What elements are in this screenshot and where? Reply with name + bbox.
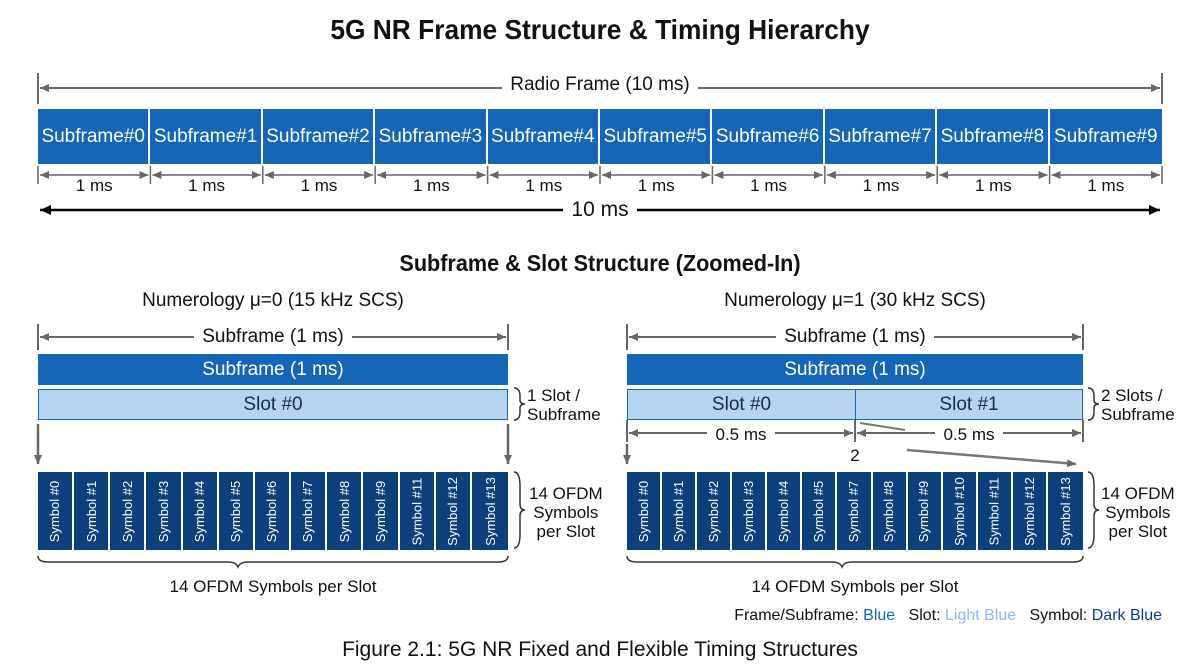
zoom-section-title: Subframe & Slot Structure (Zoomed-In)	[399, 250, 801, 276]
ofdm-symbol: Symbol #0	[38, 472, 75, 550]
ofdm-symbol: Symbol #10	[942, 472, 978, 550]
ofdm-symbol: Symbol #3	[732, 472, 768, 550]
color-legend: Frame/Subframe: Blue Slot: Light Blue Sy…	[734, 607, 1162, 624]
ofdm-symbol: Symbol #4	[182, 472, 219, 550]
legend-dark-blue: Dark Blue	[1091, 607, 1162, 624]
subframe-duration-label: 1 ms	[69, 176, 119, 195]
left-bottom-brace	[37, 555, 509, 570]
ofdm-symbol: Symbol #1	[74, 472, 111, 550]
ofdm-symbol: Symbol #4	[767, 472, 803, 550]
ofdm-symbol: Symbol #7	[837, 472, 873, 550]
left-slot-0: Slot #0	[38, 389, 508, 420]
ofdm-symbol: Symbol #0	[627, 472, 663, 550]
radio-frame-label: Radio Frame (10 ms)	[502, 74, 698, 95]
right-slot-brace	[1087, 387, 1100, 421]
left-numerology-title: Numerology μ=0 (15 kHz SCS)	[142, 290, 404, 311]
total-duration-label: 10 ms	[563, 198, 637, 221]
right-slot-0-duration: 0.5 ms	[707, 425, 775, 444]
subframe-cell: Subframe #6	[712, 109, 825, 164]
left-subframe-bar: Subframe (1 ms)	[38, 354, 508, 385]
legend-light-blue: Light Blue	[944, 607, 1017, 624]
left-subframe-span-label: Subframe (1 ms)	[194, 326, 352, 347]
right-subframe-bar: Subframe (1 ms)	[627, 354, 1083, 385]
subframe-cell: Subframe #0	[38, 109, 151, 164]
left-symbol-brace	[513, 471, 526, 549]
ofdm-symbol: Symbol #3	[146, 472, 183, 550]
subframe-duration-label: 1 ms	[744, 176, 793, 195]
right-slot-0: Slot #0	[627, 389, 856, 420]
subframe-cell: Subframe #4	[487, 109, 600, 164]
ofdm-symbol: Symbol #5	[218, 472, 255, 550]
right-slot-1: Slot #1	[855, 389, 1083, 420]
subframe-cell: Subframe #7	[824, 109, 938, 164]
subframe-duration-label: 1 ms	[406, 176, 456, 195]
right-slot-1-duration: 0.5 ms	[935, 425, 1003, 444]
left-slot-brace	[513, 387, 526, 421]
right-marker: 2	[850, 446, 860, 465]
ofdm-symbol: Symbol #12	[1012, 472, 1048, 550]
subframe-duration-label: 1 ms	[182, 176, 231, 195]
subframe-cell: Subframe #9	[1049, 109, 1162, 164]
subframe-duration-label: 1 ms	[968, 176, 1018, 195]
ofdm-symbol: Symbol #6	[254, 472, 292, 550]
left-symbol-grid: Symbol #0 Symbol #1 Symbol #2 Symbol #3 Symb…	[38, 472, 508, 550]
right-symbol-grid: Symbol #0 Symbol #1 Symbol #2 Symbol #3 Symb…	[627, 472, 1083, 550]
right-numerology-title: Numerology μ=1 (30 kHz SCS)	[724, 290, 986, 311]
subframe-cell: Subframe #8	[937, 109, 1050, 164]
ofdm-symbol: Symbol #11	[977, 472, 1013, 550]
left-slot-note: 1 Slot / Subframe	[527, 386, 601, 424]
legend-blue: Blue	[863, 607, 896, 624]
subframe-cell: Subframe #3	[375, 109, 488, 164]
ofdm-symbol: Symbol #12	[435, 472, 472, 550]
ofdm-symbol: Symbol #5	[802, 472, 838, 550]
page-title: 5G NR Frame Structure & Timing Hierarchy	[330, 14, 870, 45]
subframe-duration-label: 1 ms	[631, 176, 681, 195]
ofdm-symbol: Symbol #2	[110, 472, 147, 550]
ofdm-symbol: Symbol #11	[399, 472, 436, 550]
subframe-duration-label: 1 ms	[856, 176, 906, 195]
subframe-cell: Subframe #2	[262, 109, 376, 164]
subframe-cell: Subframe #5	[600, 109, 713, 164]
subframe-duration-label: 1 ms	[1081, 176, 1131, 195]
ofdm-symbol: Symbol #1	[662, 472, 698, 550]
ofdm-symbol: Symbol #2	[697, 472, 733, 550]
right-slot-note: 2 Slots / Subframe	[1101, 386, 1175, 424]
ofdm-symbol: Symbol #13	[1047, 472, 1083, 550]
left-symbol-note: 14 OFDM Symbols per Slot	[529, 484, 603, 541]
right-bottom-label: 14 OFDM Symbols per Slot	[751, 577, 959, 596]
subframe-duration-label: 1 ms	[519, 176, 569, 195]
ofdm-symbol: Symbol #9	[363, 472, 400, 550]
subframe-duration-label: 1 ms	[294, 176, 344, 195]
right-symbol-note: 14 OFDM Symbols per Slot	[1101, 484, 1175, 541]
right-bottom-brace	[626, 555, 1084, 570]
ofdm-symbol: Symbol #8	[872, 472, 908, 550]
left-bottom-label: 14 OFDM Symbols per Slot	[169, 577, 377, 596]
ofdm-symbol: Symbol #8	[327, 472, 364, 550]
right-subframe-span-label: Subframe (1 ms)	[776, 326, 934, 347]
ofdm-symbol: Symbol #13	[471, 472, 508, 550]
subframe-duration-arrows	[37, 166, 1163, 184]
subframe-cell: Subframe #1	[150, 109, 263, 164]
right-symbol-brace	[1087, 471, 1100, 549]
ofdm-symbol: Symbol #7	[291, 472, 328, 550]
ofdm-symbol: Symbol #9	[907, 472, 943, 550]
figure-caption: Figure 2.1: 5G NR Fixed and Flexible Tim…	[342, 638, 858, 661]
